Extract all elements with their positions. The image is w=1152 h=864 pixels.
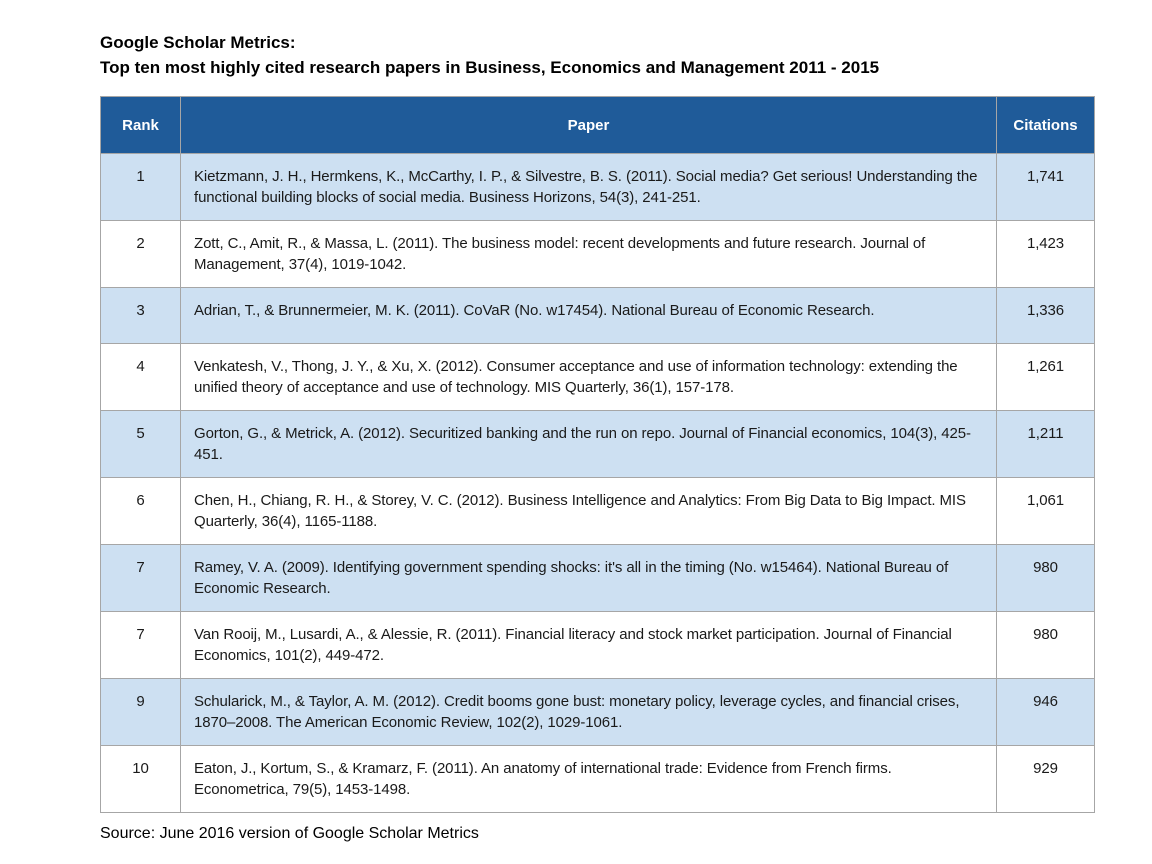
paper-cell: Gorton, G., & Metrick, A. (2012). Securi… — [180, 410, 997, 478]
table-row: 2 Zott, C., Amit, R., & Massa, L. (2011)… — [100, 220, 1095, 288]
paper-cell: Zott, C., Amit, R., & Massa, L. (2011). … — [180, 220, 997, 288]
citations-cell: 1,211 — [996, 410, 1095, 478]
rank-cell: 3 — [100, 287, 181, 344]
paper-cell: Kietzmann, J. H., Hermkens, K., McCarthy… — [180, 153, 997, 221]
document-page: Google Scholar Metrics: Top ten most hig… — [100, 30, 1100, 842]
page-title: Google Scholar Metrics: Top ten most hig… — [100, 30, 1100, 80]
citations-cell: 1,741 — [996, 153, 1095, 221]
table-row: 9 Schularick, M., & Taylor, A. M. (2012)… — [100, 678, 1095, 746]
citations-cell: 1,061 — [996, 477, 1095, 545]
citations-cell: 929 — [996, 745, 1095, 813]
table-row: 3 Adrian, T., & Brunnermeier, M. K. (201… — [100, 287, 1095, 344]
citations-cell: 1,336 — [996, 287, 1095, 344]
citations-cell: 946 — [996, 678, 1095, 746]
column-header-citations: Citations — [996, 96, 1095, 154]
paper-cell: Ramey, V. A. (2009). Identifying governm… — [180, 544, 997, 612]
citations-table: Rank Paper Citations 1 Kietzmann, J. H.,… — [100, 96, 1095, 813]
table-row: 1 Kietzmann, J. H., Hermkens, K., McCart… — [100, 153, 1095, 221]
paper-cell: Chen, H., Chiang, R. H., & Storey, V. C.… — [180, 477, 997, 545]
title-line-1: Google Scholar Metrics: — [100, 33, 296, 52]
table-header-row: Rank Paper Citations — [100, 96, 1095, 154]
table-row: 6 Chen, H., Chiang, R. H., & Storey, V. … — [100, 477, 1095, 545]
table-row: 7 Ramey, V. A. (2009). Identifying gover… — [100, 544, 1095, 612]
rank-cell: 5 — [100, 410, 181, 478]
rank-cell: 4 — [100, 343, 181, 411]
paper-cell: Adrian, T., & Brunnermeier, M. K. (2011)… — [180, 287, 997, 344]
citations-cell: 980 — [996, 544, 1095, 612]
source-note: Source: June 2016 version of Google Scho… — [100, 825, 479, 842]
paper-cell: Venkatesh, V., Thong, J. Y., & Xu, X. (2… — [180, 343, 997, 411]
rank-cell: 6 — [100, 477, 181, 545]
table-row: 10 Eaton, J., Kortum, S., & Kramarz, F. … — [100, 745, 1095, 813]
table-row: 5 Gorton, G., & Metrick, A. (2012). Secu… — [100, 410, 1095, 478]
table-row: 7 Van Rooij, M., Lusardi, A., & Alessie,… — [100, 611, 1095, 679]
title-line-2: Top ten most highly cited research paper… — [100, 58, 880, 77]
citations-cell: 1,423 — [996, 220, 1095, 288]
column-header-paper: Paper — [180, 96, 997, 154]
rank-cell: 2 — [100, 220, 181, 288]
table-body: 1 Kietzmann, J. H., Hermkens, K., McCart… — [100, 153, 1095, 813]
paper-cell: Van Rooij, M., Lusardi, A., & Alessie, R… — [180, 611, 997, 679]
rank-cell: 10 — [100, 745, 181, 813]
paper-cell: Eaton, J., Kortum, S., & Kramarz, F. (20… — [180, 745, 997, 813]
rank-cell: 7 — [100, 611, 181, 679]
column-header-rank: Rank — [100, 96, 181, 154]
table-header: Rank Paper Citations — [100, 96, 1095, 154]
rank-cell: 9 — [100, 678, 181, 746]
citations-cell: 1,261 — [996, 343, 1095, 411]
rank-cell: 1 — [100, 153, 181, 221]
citations-cell: 980 — [996, 611, 1095, 679]
rank-cell: 7 — [100, 544, 181, 612]
table-row: 4 Venkatesh, V., Thong, J. Y., & Xu, X. … — [100, 343, 1095, 411]
paper-cell: Schularick, M., & Taylor, A. M. (2012). … — [180, 678, 997, 746]
